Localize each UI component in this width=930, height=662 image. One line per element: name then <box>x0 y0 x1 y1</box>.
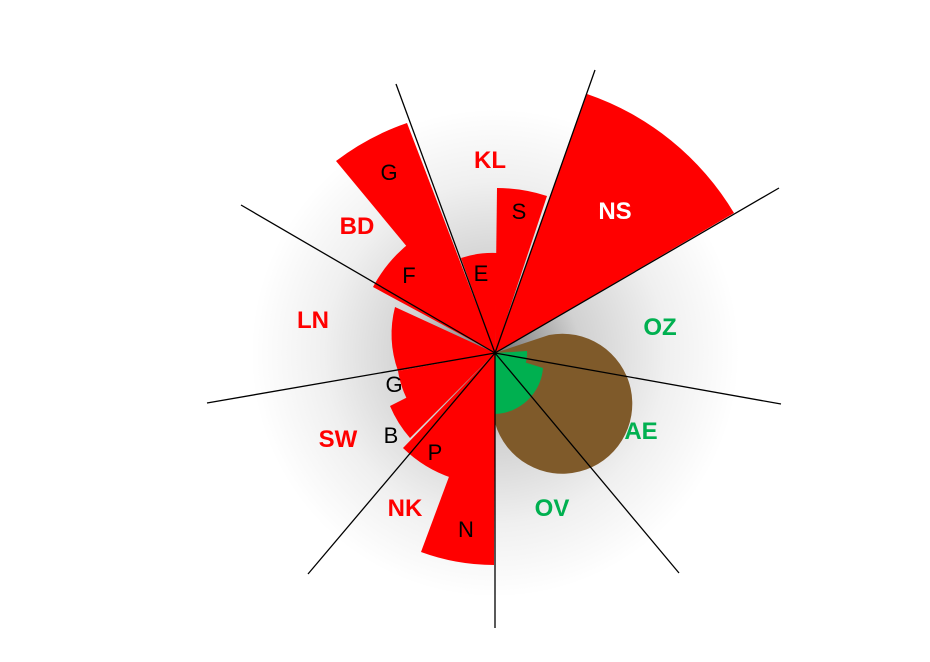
wedge-ns <box>495 94 734 353</box>
divider-line <box>494 352 782 405</box>
region-label-ov: OV <box>535 495 570 522</box>
divider-line <box>494 187 780 354</box>
wedge-e <box>461 252 497 353</box>
subsector-label-e: E <box>474 261 489 286</box>
wedge-n <box>421 353 495 565</box>
divider-line <box>240 204 496 354</box>
divider-line <box>494 69 596 354</box>
wedge-f <box>373 230 495 353</box>
subsector-label-p: P <box>428 440 443 465</box>
divider-line <box>395 83 496 354</box>
subsector-label-f: F <box>402 263 415 288</box>
region-labels: KL NS OZ AE OV NK SW LN BD <box>297 147 677 522</box>
wedge-b <box>390 353 495 438</box>
region-label-nk: NK <box>388 495 423 522</box>
divider-lines <box>206 69 782 628</box>
subsector-label-g-top: G <box>380 160 397 185</box>
wedge-s <box>495 188 547 353</box>
region-label-kl: KL <box>474 147 506 174</box>
region-label-sw: SW <box>319 426 358 453</box>
region-label-bd: BD <box>340 213 375 240</box>
red-petals <box>336 94 734 565</box>
divider-line <box>494 352 680 574</box>
divider-line <box>307 352 496 575</box>
wedge-p <box>403 353 495 478</box>
divider-line <box>206 352 496 404</box>
subsector-label-b: B <box>384 423 399 448</box>
region-label-oz: OZ <box>643 314 676 341</box>
subsector-label-s: S <box>512 199 527 224</box>
subsector-label-n: N <box>458 517 474 542</box>
wedge-ln <box>391 307 495 371</box>
subsector-labels: G F E S G B P N <box>380 160 526 542</box>
region-label-ln: LN <box>297 307 329 334</box>
region-label-ns: NS <box>598 198 631 225</box>
region-label-ae: AE <box>624 418 657 445</box>
subsector-label-g-left: G <box>385 372 402 397</box>
